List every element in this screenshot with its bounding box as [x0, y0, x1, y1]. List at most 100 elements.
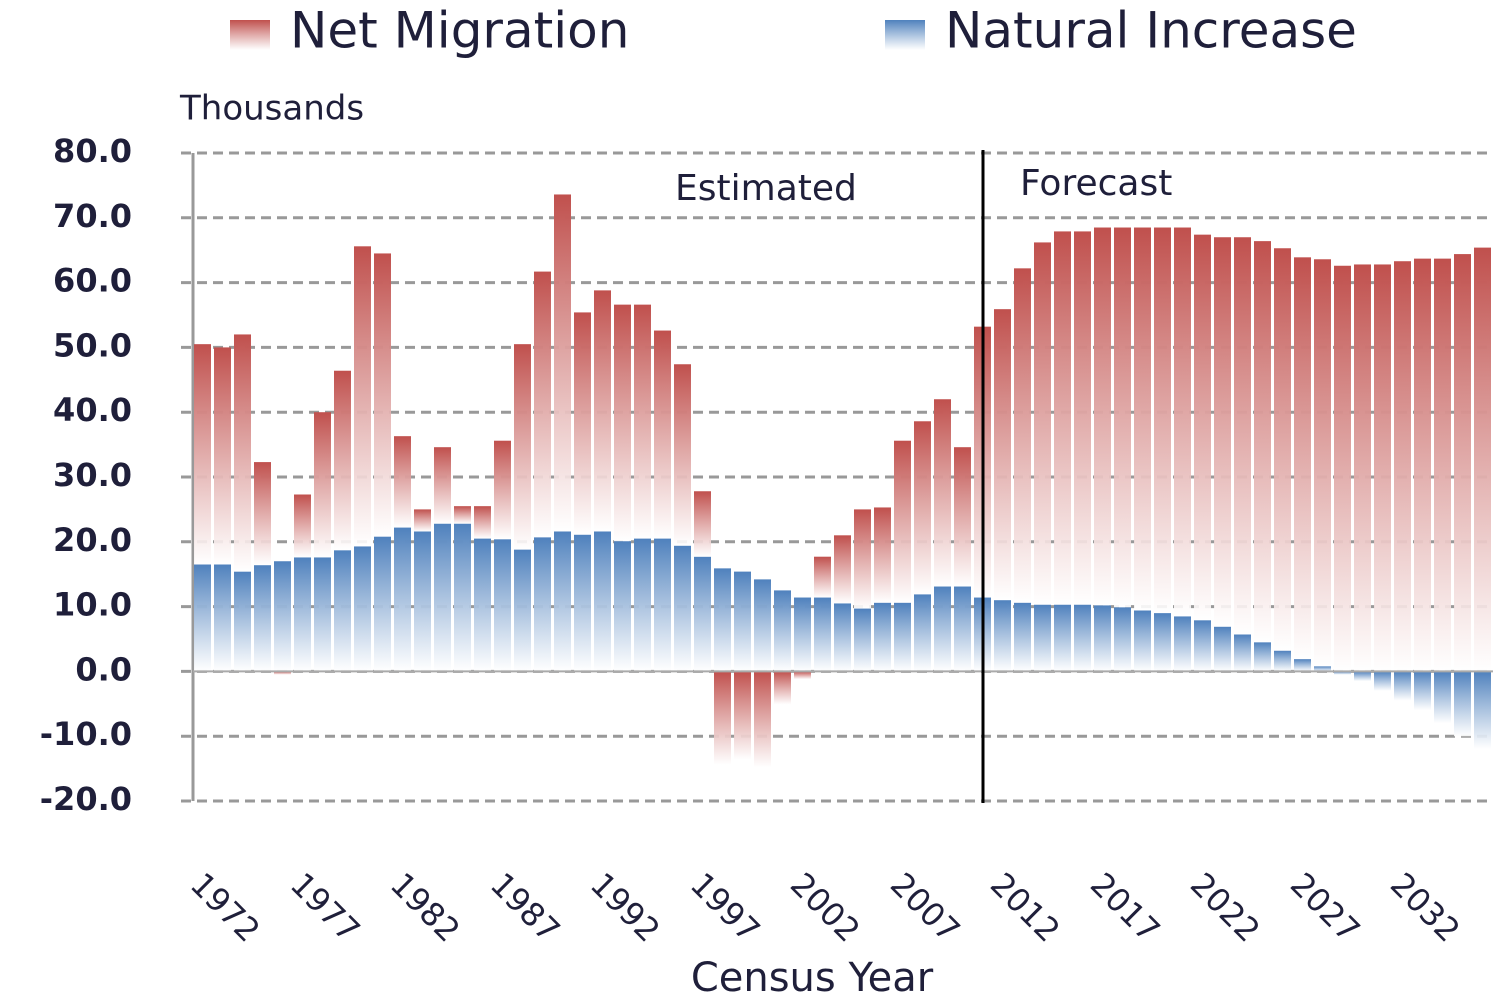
bar	[1274, 650, 1291, 672]
bar	[854, 608, 871, 672]
x-tick-label: 2017	[1083, 865, 1167, 949]
bar	[1394, 261, 1411, 672]
bar	[814, 597, 831, 672]
annotation: Forecast	[1020, 163, 1172, 204]
bar	[894, 602, 911, 672]
bar	[1334, 265, 1351, 672]
bar	[794, 597, 811, 672]
bar	[1354, 671, 1371, 682]
bar	[574, 312, 591, 535]
bar	[1034, 242, 1051, 605]
bar	[1054, 604, 1071, 672]
bar	[334, 370, 351, 551]
bar	[1294, 257, 1311, 660]
y-tick-label: 50.0	[53, 326, 132, 364]
bar	[774, 671, 791, 705]
y-tick-label: -10.0	[40, 715, 132, 753]
bar	[854, 509, 871, 609]
y-tick-label: 40.0	[53, 391, 132, 429]
bar	[714, 568, 731, 672]
bar	[814, 556, 831, 598]
bar	[674, 364, 691, 546]
bar	[1414, 258, 1431, 672]
bar	[1034, 604, 1051, 672]
x-tick-label: 2002	[783, 865, 867, 949]
bar	[454, 523, 471, 672]
bar	[354, 246, 371, 547]
x-tick-label: 1992	[583, 865, 667, 949]
bar	[934, 399, 951, 587]
legend-swatch	[885, 20, 925, 50]
bar	[314, 412, 331, 558]
bar	[1134, 610, 1151, 672]
bar	[214, 347, 231, 565]
legend-swatch	[230, 20, 270, 50]
bar	[594, 531, 611, 672]
annotation: Estimated	[675, 168, 857, 209]
bar	[614, 304, 631, 542]
bar	[1114, 227, 1131, 608]
bar	[494, 539, 511, 672]
bar	[1074, 604, 1091, 672]
x-tick-label: 1987	[483, 865, 567, 949]
x-tick-label: 1997	[683, 865, 767, 949]
x-tick-label: 2007	[883, 865, 967, 949]
bar	[1294, 659, 1311, 672]
bar	[914, 594, 931, 672]
bar	[794, 671, 811, 680]
bar	[1454, 671, 1471, 737]
bar	[294, 557, 311, 672]
bar	[954, 586, 971, 672]
bar	[1194, 620, 1211, 672]
bar	[434, 523, 451, 672]
bar	[1154, 227, 1171, 614]
bar	[694, 556, 711, 672]
bar	[1014, 602, 1031, 672]
bar	[394, 527, 411, 672]
bar	[374, 253, 391, 537]
bar	[1374, 264, 1391, 672]
bar	[994, 309, 1011, 601]
bar	[834, 535, 851, 604]
bar	[454, 506, 471, 524]
bar	[1014, 268, 1031, 603]
bar	[514, 344, 531, 550]
bar	[914, 421, 931, 595]
x-tick-label: 2032	[1383, 865, 1467, 949]
bar	[1334, 671, 1351, 675]
bar	[254, 462, 271, 566]
bar	[414, 531, 431, 672]
bar	[1214, 237, 1231, 627]
bar	[874, 507, 891, 603]
bar	[1074, 231, 1091, 605]
y-tick-label: 10.0	[53, 586, 132, 624]
bar	[734, 671, 751, 760]
bar	[274, 671, 291, 675]
legend-label: Natural Increase	[945, 2, 1357, 60]
y-tick-label: 80.0	[53, 132, 132, 170]
bar	[894, 440, 911, 603]
bar	[654, 330, 671, 539]
bar	[194, 564, 211, 672]
bar	[594, 290, 611, 532]
bar	[1354, 264, 1371, 672]
y-tick-label: 20.0	[53, 521, 132, 559]
bar	[254, 565, 271, 672]
bar	[1474, 671, 1491, 750]
y-tick-label: 30.0	[53, 456, 132, 494]
bar	[314, 557, 331, 672]
x-tick-label: 2012	[983, 865, 1067, 949]
bar	[494, 440, 511, 540]
bar	[1274, 248, 1291, 651]
bar	[334, 550, 351, 672]
bar	[474, 506, 491, 539]
y-tick-label: 70.0	[53, 197, 132, 235]
bar	[774, 590, 791, 672]
bar	[954, 447, 971, 587]
bar	[234, 334, 251, 572]
bar	[634, 304, 651, 539]
bar	[534, 271, 551, 538]
bar	[534, 537, 551, 672]
bar	[554, 531, 571, 672]
bar	[514, 549, 531, 672]
